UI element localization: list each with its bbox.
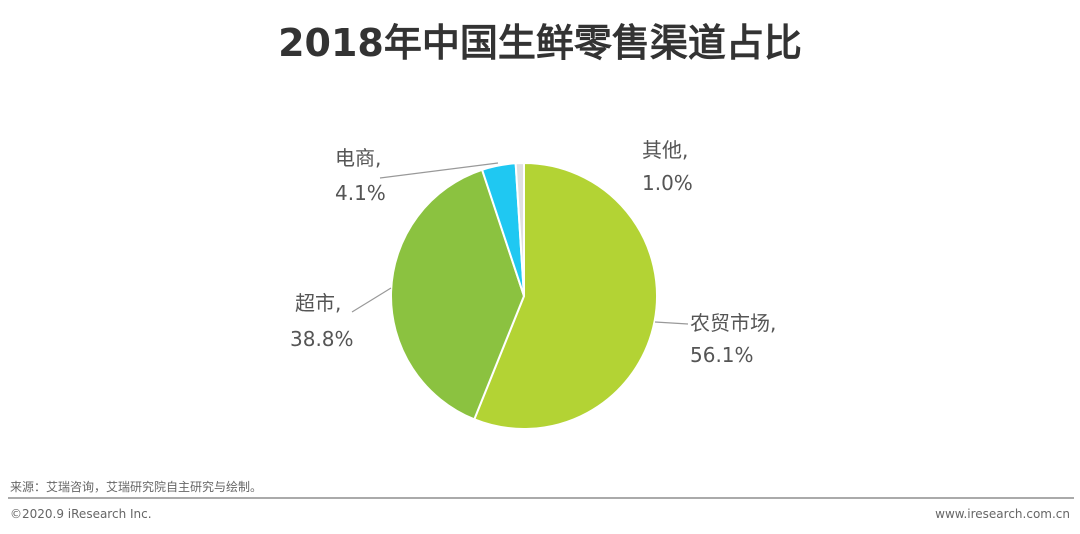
pie-slice — [514, 161, 525, 297]
slice-label: 超市, — [295, 291, 341, 315]
chart-title: 2018年中国生鲜零售渠道占比 — [278, 21, 802, 65]
slice-label: 其他, — [642, 138, 688, 162]
leader-line — [654, 321, 689, 325]
pie-slice — [472, 161, 658, 430]
slice-value-label: 1.0% — [642, 171, 693, 195]
leader-line — [351, 287, 392, 313]
footer-divider — [8, 497, 1074, 499]
leader-line — [379, 162, 499, 179]
slice-value-label: 56.1% — [690, 343, 754, 367]
copyright: ©2020.9 iResearch Inc. — [10, 507, 152, 521]
slice-label: 电商, — [335, 146, 381, 170]
slice-label: 农贸市场, — [690, 311, 776, 335]
slice-value-label: 38.8% — [290, 327, 354, 351]
source-note: 来源：艾瑞咨询，艾瑞研究院自主研究与绘制。 — [10, 480, 263, 494]
pie-chart: 农贸市场, 56.1% 超市, 38.8% 电商, 4.1% 其他, 1.0% — [290, 138, 776, 430]
website-link[interactable]: www.iresearch.com.cn — [935, 507, 1070, 521]
slice-value-label: 4.1% — [335, 181, 386, 205]
pie-slice — [390, 168, 526, 421]
